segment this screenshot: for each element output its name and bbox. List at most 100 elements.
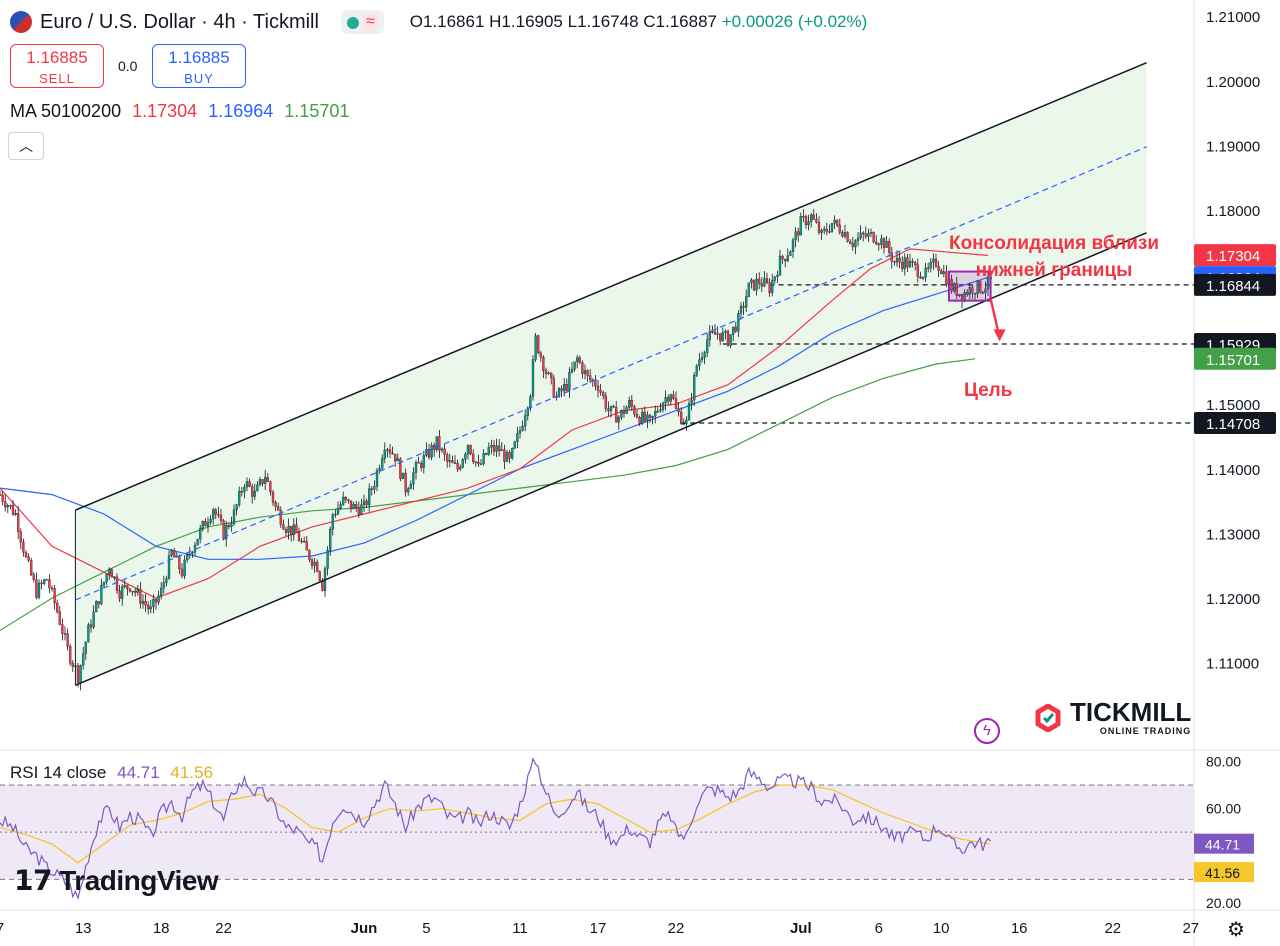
- candle-body: [14, 512, 17, 515]
- tickmill-logo: TICKMILL ONLINE TRADING: [1034, 699, 1191, 736]
- buy-button[interactable]: 1.16885 BUY: [152, 44, 246, 88]
- candle-body: [378, 467, 381, 471]
- consolidation-label-line1: Консолидация вблизи: [949, 233, 1159, 254]
- candle-body: [976, 280, 979, 294]
- candle-body: [950, 278, 953, 292]
- candle-body: [719, 333, 722, 341]
- candle-body: [622, 409, 626, 414]
- candle-body: [251, 486, 254, 497]
- candle-body: [565, 384, 568, 391]
- candle-body: [737, 313, 740, 332]
- candle-body: [443, 448, 446, 455]
- status-pill[interactable]: ≈: [340, 10, 384, 34]
- ma-legend[interactable]: MA 50100200 1.17304 1.16964 1.15701: [10, 101, 349, 122]
- axes: 1.210001.200001.190001.180001.170001.160…: [0, 9, 1276, 937]
- candle-body: [786, 255, 789, 262]
- candle-body: [898, 257, 901, 263]
- candle-body: [344, 496, 347, 500]
- rsi-badge-label: 44.71: [1205, 837, 1240, 853]
- candle-body: [375, 470, 379, 487]
- candle-body: [464, 453, 467, 460]
- candle-body: [144, 601, 147, 606]
- candle-body: [362, 500, 366, 505]
- candle-body: [329, 529, 332, 551]
- candle-body: [695, 365, 698, 376]
- candle-body: [126, 585, 129, 589]
- time-tick-label: 11: [512, 920, 528, 937]
- spread-value: 0.0: [118, 58, 138, 74]
- candle-body: [235, 504, 238, 511]
- candle-body: [638, 417, 641, 424]
- candle-body: [576, 357, 579, 362]
- candle-body: [609, 405, 613, 412]
- price-badge: [1194, 273, 1276, 296]
- candle-body: [459, 467, 462, 470]
- candle-body: [152, 599, 155, 608]
- candle-body: [651, 416, 654, 418]
- collapse-legend-button[interactable]: ︿: [8, 132, 44, 160]
- ma-legend-label: MA 50100200: [10, 101, 122, 121]
- consolidation-box: [948, 270, 992, 302]
- candle-body: [669, 394, 672, 402]
- candle-body: [641, 411, 644, 424]
- candle-body: [596, 385, 600, 391]
- candle-body: [266, 477, 269, 482]
- candle-body: [79, 665, 82, 683]
- candle-body: [303, 541, 306, 543]
- candle-body: [82, 653, 85, 666]
- candle-body: [373, 486, 376, 490]
- candle-body: [763, 278, 766, 287]
- candle-body: [4, 501, 7, 508]
- rsi-legend[interactable]: RSI 14 close 44.71 41.56: [10, 763, 213, 783]
- candle-body: [750, 279, 753, 283]
- candle-body: [227, 525, 230, 528]
- candle-body: [173, 550, 176, 558]
- candle-body: [732, 326, 735, 335]
- candle-body: [165, 578, 168, 583]
- candle-body: [97, 601, 100, 605]
- settings-gear-icon[interactable]: ⚙: [1227, 919, 1245, 941]
- candle-body: [290, 525, 293, 536]
- candle-body: [102, 581, 106, 586]
- candle-body: [232, 509, 236, 524]
- candle-body: [136, 588, 139, 593]
- candle-body: [297, 532, 301, 542]
- candle-body: [318, 571, 321, 581]
- lightning-icon[interactable]: ϟ: [974, 718, 1000, 744]
- candle-body: [953, 283, 956, 292]
- symbol-title[interactable]: Euro / U.S. Dollar · 4h · Tickmill: [40, 10, 319, 33]
- candle-body: [401, 472, 405, 479]
- candle-body: [799, 216, 802, 236]
- candle-body: [856, 237, 860, 241]
- candle-body: [934, 258, 938, 267]
- candle-body: [594, 380, 597, 387]
- time-tick-label: 27: [1182, 920, 1199, 937]
- candle-body: [71, 662, 74, 667]
- candle-body: [487, 447, 490, 455]
- candle-body: [682, 423, 685, 425]
- candle-body: [550, 372, 553, 379]
- channel-upper-line: [75, 62, 1147, 511]
- candle-body: [583, 370, 587, 374]
- candle-body: [721, 332, 724, 341]
- candle-body: [724, 331, 727, 333]
- candle-body: [518, 430, 522, 434]
- candle-body: [30, 560, 33, 575]
- candle-body: [524, 415, 527, 427]
- candle-body: [513, 441, 516, 449]
- candle-body: [846, 232, 849, 242]
- consolidation-label-line2: нижней границы: [976, 260, 1133, 281]
- candle-body: [620, 409, 623, 418]
- candle-body: [368, 488, 371, 506]
- candle-body: [292, 524, 295, 536]
- candle-body: [128, 588, 132, 592]
- candle-body: [664, 397, 667, 404]
- candle-body: [581, 362, 584, 374]
- sell-button[interactable]: 1.16885 SELL: [10, 44, 104, 88]
- sell-label: SELL: [39, 71, 75, 86]
- candle-body: [212, 509, 215, 520]
- wave-icon: ≈: [362, 13, 378, 31]
- candle-body: [180, 568, 184, 577]
- candle-body: [334, 514, 337, 516]
- candle-body: [100, 585, 103, 605]
